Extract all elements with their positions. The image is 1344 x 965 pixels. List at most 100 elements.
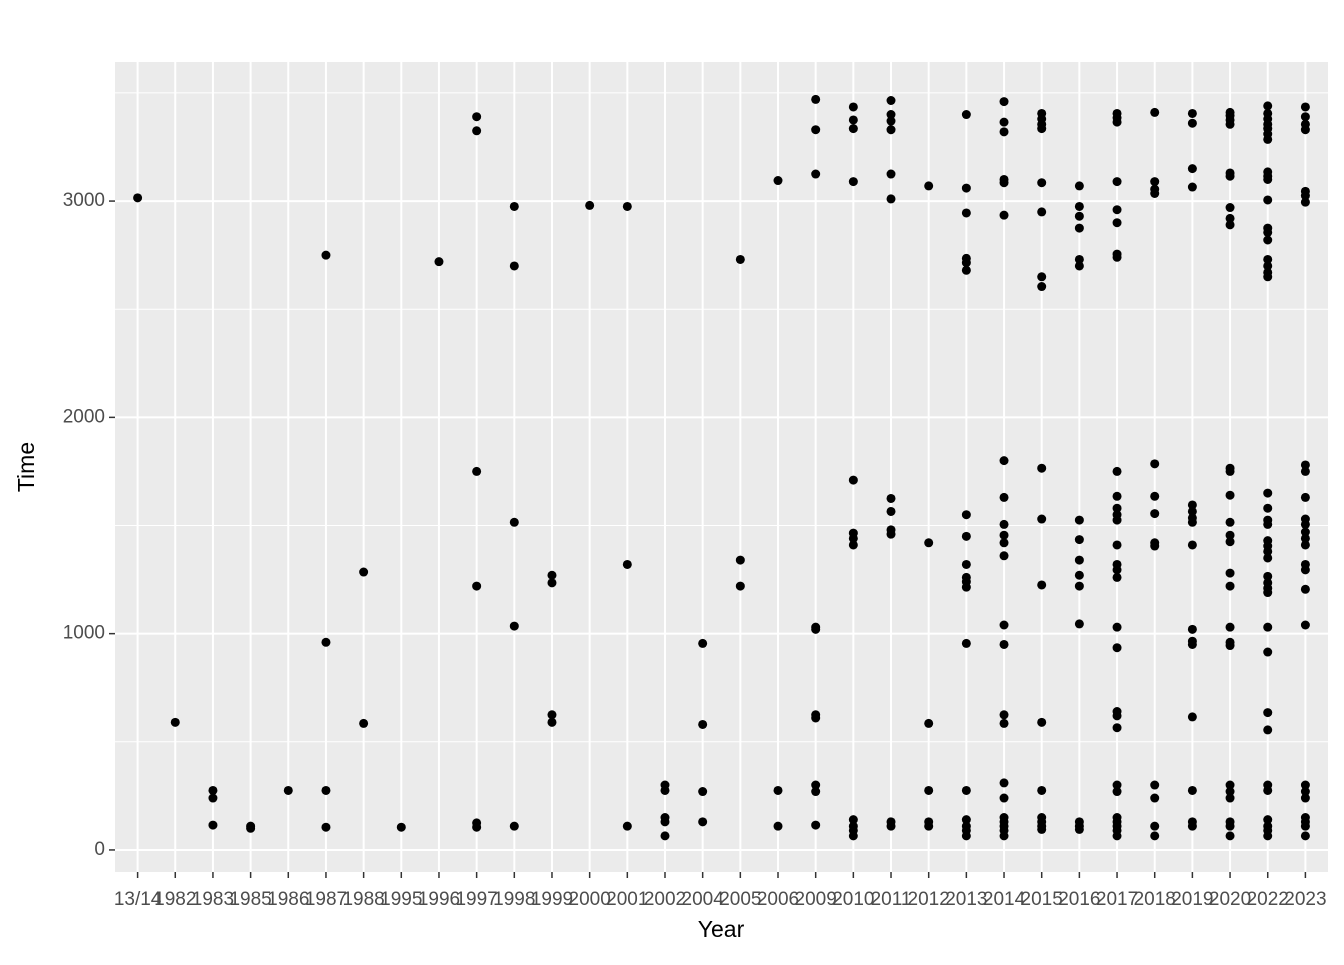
- point: [1112, 831, 1122, 841]
- point: [999, 793, 1009, 803]
- point: [1150, 780, 1160, 790]
- point: [1300, 102, 1310, 112]
- point: [1150, 177, 1160, 187]
- point: [1112, 205, 1122, 215]
- x-tick-label: 2023: [1284, 889, 1326, 910]
- point: [1074, 515, 1084, 525]
- point: [1037, 272, 1047, 282]
- point: [1187, 712, 1197, 722]
- point: [1300, 191, 1310, 201]
- point: [1263, 588, 1273, 598]
- point: [170, 717, 180, 727]
- point: [396, 822, 406, 832]
- point: [999, 210, 1009, 220]
- x-tick-label: 2017: [1096, 889, 1138, 910]
- point: [1300, 584, 1310, 594]
- point: [1150, 509, 1160, 519]
- point: [886, 125, 896, 135]
- point: [999, 178, 1009, 188]
- point: [321, 250, 331, 260]
- point: [509, 261, 519, 271]
- point: [1300, 565, 1310, 575]
- point: [1150, 189, 1160, 199]
- x-tick-label: 1997: [455, 889, 497, 910]
- point: [961, 265, 971, 275]
- x-axis-label: Year: [698, 916, 745, 942]
- point: [811, 125, 821, 135]
- point: [208, 820, 218, 830]
- point: [1187, 108, 1197, 118]
- point: [1074, 535, 1084, 545]
- point: [1037, 124, 1047, 134]
- point: [961, 531, 971, 541]
- point: [1074, 581, 1084, 591]
- point: [1225, 203, 1235, 213]
- point: [886, 821, 896, 831]
- point: [622, 201, 632, 211]
- point: [735, 581, 745, 591]
- point: [585, 200, 595, 210]
- point: [1263, 195, 1273, 205]
- point: [1187, 118, 1197, 128]
- x-tick-label: 2013: [945, 889, 987, 910]
- point: [1225, 530, 1235, 540]
- point: [1225, 171, 1235, 181]
- point: [999, 492, 1009, 502]
- point: [1074, 223, 1084, 233]
- x-tick-label: 1988: [342, 889, 384, 910]
- point: [1112, 515, 1122, 525]
- point: [848, 540, 858, 550]
- point: [1263, 227, 1273, 237]
- point: [848, 815, 858, 825]
- point: [1263, 254, 1273, 264]
- point: [999, 620, 1009, 630]
- point: [1263, 725, 1273, 735]
- point: [1187, 506, 1197, 516]
- point: [1112, 252, 1122, 262]
- point: [208, 785, 218, 795]
- point: [1225, 780, 1235, 790]
- point: [1263, 831, 1273, 841]
- point: [1074, 824, 1084, 834]
- point: [1187, 785, 1197, 795]
- point: [848, 831, 858, 841]
- point: [1263, 708, 1273, 718]
- x-tick-label: 2011: [871, 889, 912, 910]
- x-tick-label: 1982: [154, 889, 196, 910]
- point: [1037, 207, 1047, 217]
- point: [1150, 491, 1160, 501]
- point: [1037, 178, 1047, 188]
- point: [1187, 164, 1197, 174]
- point: [1300, 466, 1310, 476]
- point: [1300, 821, 1310, 831]
- point: [1187, 624, 1197, 634]
- point: [246, 823, 256, 833]
- point: [999, 97, 1009, 107]
- x-tick-label: 2012: [908, 889, 950, 910]
- point: [1225, 622, 1235, 632]
- point: [509, 621, 519, 631]
- point: [472, 822, 482, 832]
- point: [1187, 517, 1197, 527]
- point: [1300, 492, 1310, 502]
- point: [509, 821, 519, 831]
- point: [472, 581, 482, 591]
- point: [999, 127, 1009, 137]
- point: [924, 785, 934, 795]
- point: [1263, 101, 1273, 111]
- point: [1150, 831, 1160, 841]
- point: [698, 817, 708, 827]
- point: [1112, 711, 1122, 721]
- point: [1037, 580, 1047, 590]
- point: [848, 124, 858, 134]
- point: [1074, 619, 1084, 629]
- point: [1300, 460, 1310, 470]
- point: [1074, 201, 1084, 211]
- point: [1263, 553, 1273, 563]
- point: [547, 717, 557, 727]
- point: [547, 710, 557, 720]
- point: [622, 821, 632, 831]
- point: [961, 638, 971, 648]
- point: [283, 785, 293, 795]
- point: [811, 820, 821, 830]
